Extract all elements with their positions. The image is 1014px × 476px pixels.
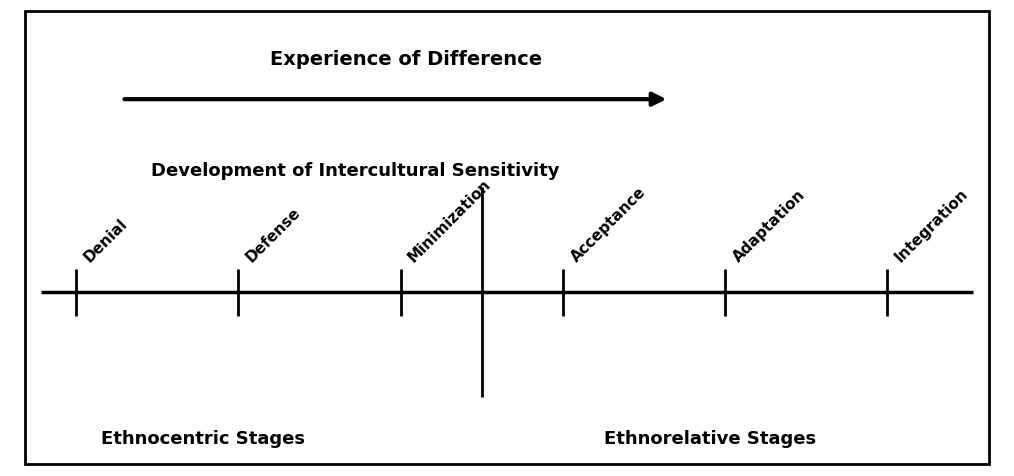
Text: Minimization: Minimization	[406, 176, 494, 264]
Text: Development of Intercultural Sensitivity: Development of Intercultural Sensitivity	[151, 162, 559, 180]
Text: Integration: Integration	[892, 186, 971, 264]
Text: Adaptation: Adaptation	[730, 187, 808, 264]
Text: Acceptance: Acceptance	[568, 184, 648, 264]
Text: Defense: Defense	[243, 204, 303, 264]
Text: Ethnocentric Stages: Ethnocentric Stages	[100, 429, 305, 447]
Text: Denial: Denial	[81, 215, 130, 264]
Text: Ethnorelative Stages: Ethnorelative Stages	[603, 429, 816, 447]
Text: Experience of Difference: Experience of Difference	[270, 50, 541, 69]
